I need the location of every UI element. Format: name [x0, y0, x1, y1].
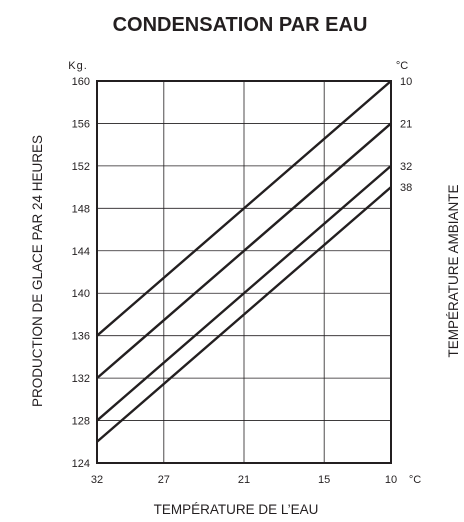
- y-tick-label: 124: [72, 458, 90, 470]
- series-labels: 10 21 32 38: [400, 76, 412, 194]
- y2-unit-label: °C: [396, 60, 408, 72]
- x-axis-title: TEMPÉRATURE DE L’EAU: [154, 502, 319, 517]
- series-label: 10: [400, 76, 412, 88]
- y-tick-label: 148: [72, 203, 90, 215]
- grid: [96, 80, 392, 464]
- series-line: [96, 80, 392, 337]
- x-tick-label: 10: [385, 474, 397, 486]
- y-tick-label: 156: [72, 118, 90, 130]
- y2-axis-title: TEMPÉRATURE AMBIANTE: [446, 184, 461, 357]
- plot-frame: [96, 80, 392, 464]
- y-tick-label: 132: [72, 373, 90, 385]
- chart-title: CONDENSATION PAR EAU: [113, 14, 368, 36]
- y-tick-label: 152: [72, 161, 90, 173]
- y-tick-label: 160: [72, 76, 90, 88]
- y-tick-label: 136: [72, 331, 90, 343]
- y-axis-title: PRODUCTION DE GLACE PAR 24 HEURES: [30, 135, 45, 407]
- series-line: [96, 186, 392, 443]
- x-tick-label: 32: [91, 474, 103, 486]
- series-label: 38: [400, 182, 412, 194]
- x-tick-label: 15: [318, 474, 330, 486]
- x-tick-labels: 32 27 21 15 10: [91, 474, 397, 486]
- series-label: 32: [400, 161, 412, 173]
- x-unit-label: °C: [409, 474, 421, 486]
- series-label: 21: [400, 118, 412, 130]
- y-tick-label: 144: [72, 246, 90, 258]
- y-tick-label: 140: [72, 288, 90, 300]
- x-tick-label: 27: [158, 474, 170, 486]
- series-line: [96, 122, 392, 380]
- y-tick-label: 128: [72, 416, 90, 428]
- series-lines: [96, 80, 392, 443]
- y-tick-labels: 124 128 132 136 140 144 148 152 156 160: [72, 76, 90, 470]
- x-tick-label: 21: [238, 474, 250, 486]
- series-line: [96, 164, 392, 422]
- y-unit-label: Kg.: [68, 60, 88, 72]
